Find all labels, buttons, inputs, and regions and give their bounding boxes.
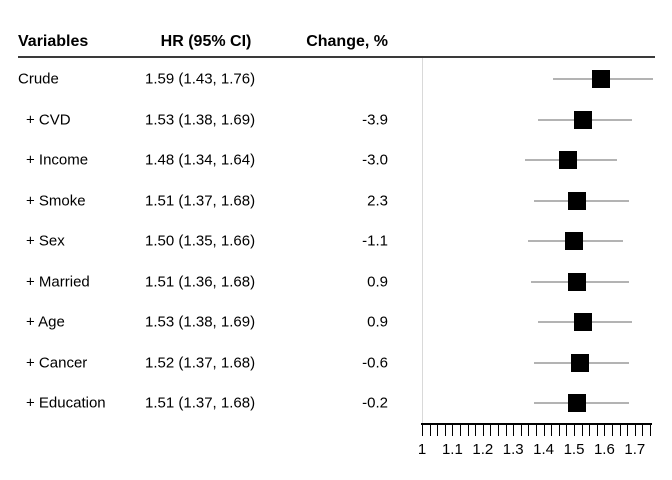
hr-marker [568,394,587,413]
axis-tick [505,423,507,436]
row-hr-ci-value: 1.51 (1.36, 1.68) [145,273,256,291]
hr-marker [571,353,590,372]
axis-tick-label: 1 [417,441,427,458]
row-variable-label: Crude [18,70,59,88]
axis-tick [482,423,484,436]
hr-marker [592,70,611,89]
axis-tick [634,423,636,436]
column-header-hr-ci: HR (95% CI) [160,33,252,50]
axis-tick [612,423,613,436]
axis-tick [467,423,469,436]
hr-marker [568,272,587,291]
axis-tick [619,423,621,436]
hr-marker [558,151,577,170]
axis-tick [581,423,583,436]
row-change-value: 0.9 [367,273,388,291]
axis-tick [566,423,568,436]
row-change-value: -0.6 [362,354,388,372]
axis-tick [498,423,499,436]
table-row: + Education 1.51 (1.37, 1.68) -0.2 [0,383,422,424]
axis-tick [444,423,446,436]
axis-tick [604,423,606,436]
table-row: + Sex 1.50 (1.35, 1.66) -1.1 [0,221,422,262]
axis-tick-label: 1.5 [563,441,585,458]
row-variable-label: + CVD [26,111,71,129]
axis-tick-label: 1.6 [593,441,615,458]
hr-marker [565,232,583,251]
row-hr-ci-value: 1.50 (1.35, 1.66) [145,232,256,250]
row-hr-ci-value: 1.51 (1.37, 1.68) [145,394,256,412]
row-hr-ci-value: 1.48 (1.34, 1.64) [145,151,256,169]
axis-tick [543,423,545,436]
axis-tick [558,423,560,436]
hr-marker [568,191,587,210]
axis-tick [475,423,477,436]
axis-tick [460,423,461,436]
row-variable-label: + Income [26,151,89,169]
axis-tick-label: 1.1 [441,441,463,458]
table-row: + Age 1.53 (1.38, 1.69) 0.9 [0,302,422,343]
axis-tick [437,423,439,436]
axis-tick-label: 1.7 [624,441,646,458]
axis-tick [650,423,651,436]
plot-area: 1 1.1 1.2 1.3 1.4 1.5 1.6 1.7 [418,58,654,458]
row-hr-ci-value: 1.59 (1.43, 1.76) [145,70,256,88]
axis-tick-label: 1.3 [502,441,524,458]
axis-tick-label: 1.4 [533,441,555,458]
table-row: + Married 1.51 (1.36, 1.68) 0.9 [0,262,422,303]
row-variable-label: + Cancer [26,354,88,372]
axis-tick-label: 1.2 [472,441,494,458]
row-change-value: -3.9 [362,111,388,129]
axis-tick [642,423,644,436]
axis-tick [551,423,553,436]
header-rule [18,56,655,58]
axis-tick [574,423,575,436]
axis-tick [596,423,598,436]
row-variable-label: + Married [26,273,90,291]
axis-tick [490,423,492,436]
axis-tick [429,423,431,436]
row-change-value: 0.9 [367,313,388,331]
reference-line [422,58,423,423]
row-variable-label: + Smoke [26,192,86,210]
table-row: + Smoke 1.51 (1.37, 1.68) 2.3 [0,181,422,222]
row-hr-ci-value: 1.53 (1.38, 1.69) [145,313,256,331]
row-variable-label: + Education [26,394,106,412]
row-change-value: 2.3 [367,192,388,210]
axis-tick [520,423,522,436]
table-row: Crude 1.59 (1.43, 1.76) [0,59,422,100]
axis-tick [513,423,515,436]
table-row: + CVD 1.53 (1.38, 1.69) -3.9 [0,100,422,141]
table-row: + Cancer 1.52 (1.37, 1.68) -0.6 [0,343,422,384]
axis-tick [627,423,629,436]
axis-tick [452,423,454,436]
row-change-value: -1.1 [362,232,388,250]
row-variable-label: + Sex [26,232,65,250]
axis-tick [422,423,423,436]
column-header-change: Change, % [306,33,388,50]
row-change-value: -3.0 [362,151,388,169]
row-hr-ci-value: 1.51 (1.37, 1.68) [145,192,256,210]
row-hr-ci-value: 1.53 (1.38, 1.69) [145,111,256,129]
axis-tick [536,423,537,436]
row-hr-ci-value: 1.52 (1.37, 1.68) [145,354,256,372]
row-variable-label: + Age [26,313,65,331]
row-change-value: -0.2 [362,394,388,412]
axis-tick [589,423,591,436]
hr-marker [574,110,593,129]
hr-marker [574,313,593,332]
table-row: + Income 1.48 (1.34, 1.64) -3.0 [0,140,422,181]
axis-tick [528,423,530,436]
column-header-variables: Variables [18,33,89,50]
